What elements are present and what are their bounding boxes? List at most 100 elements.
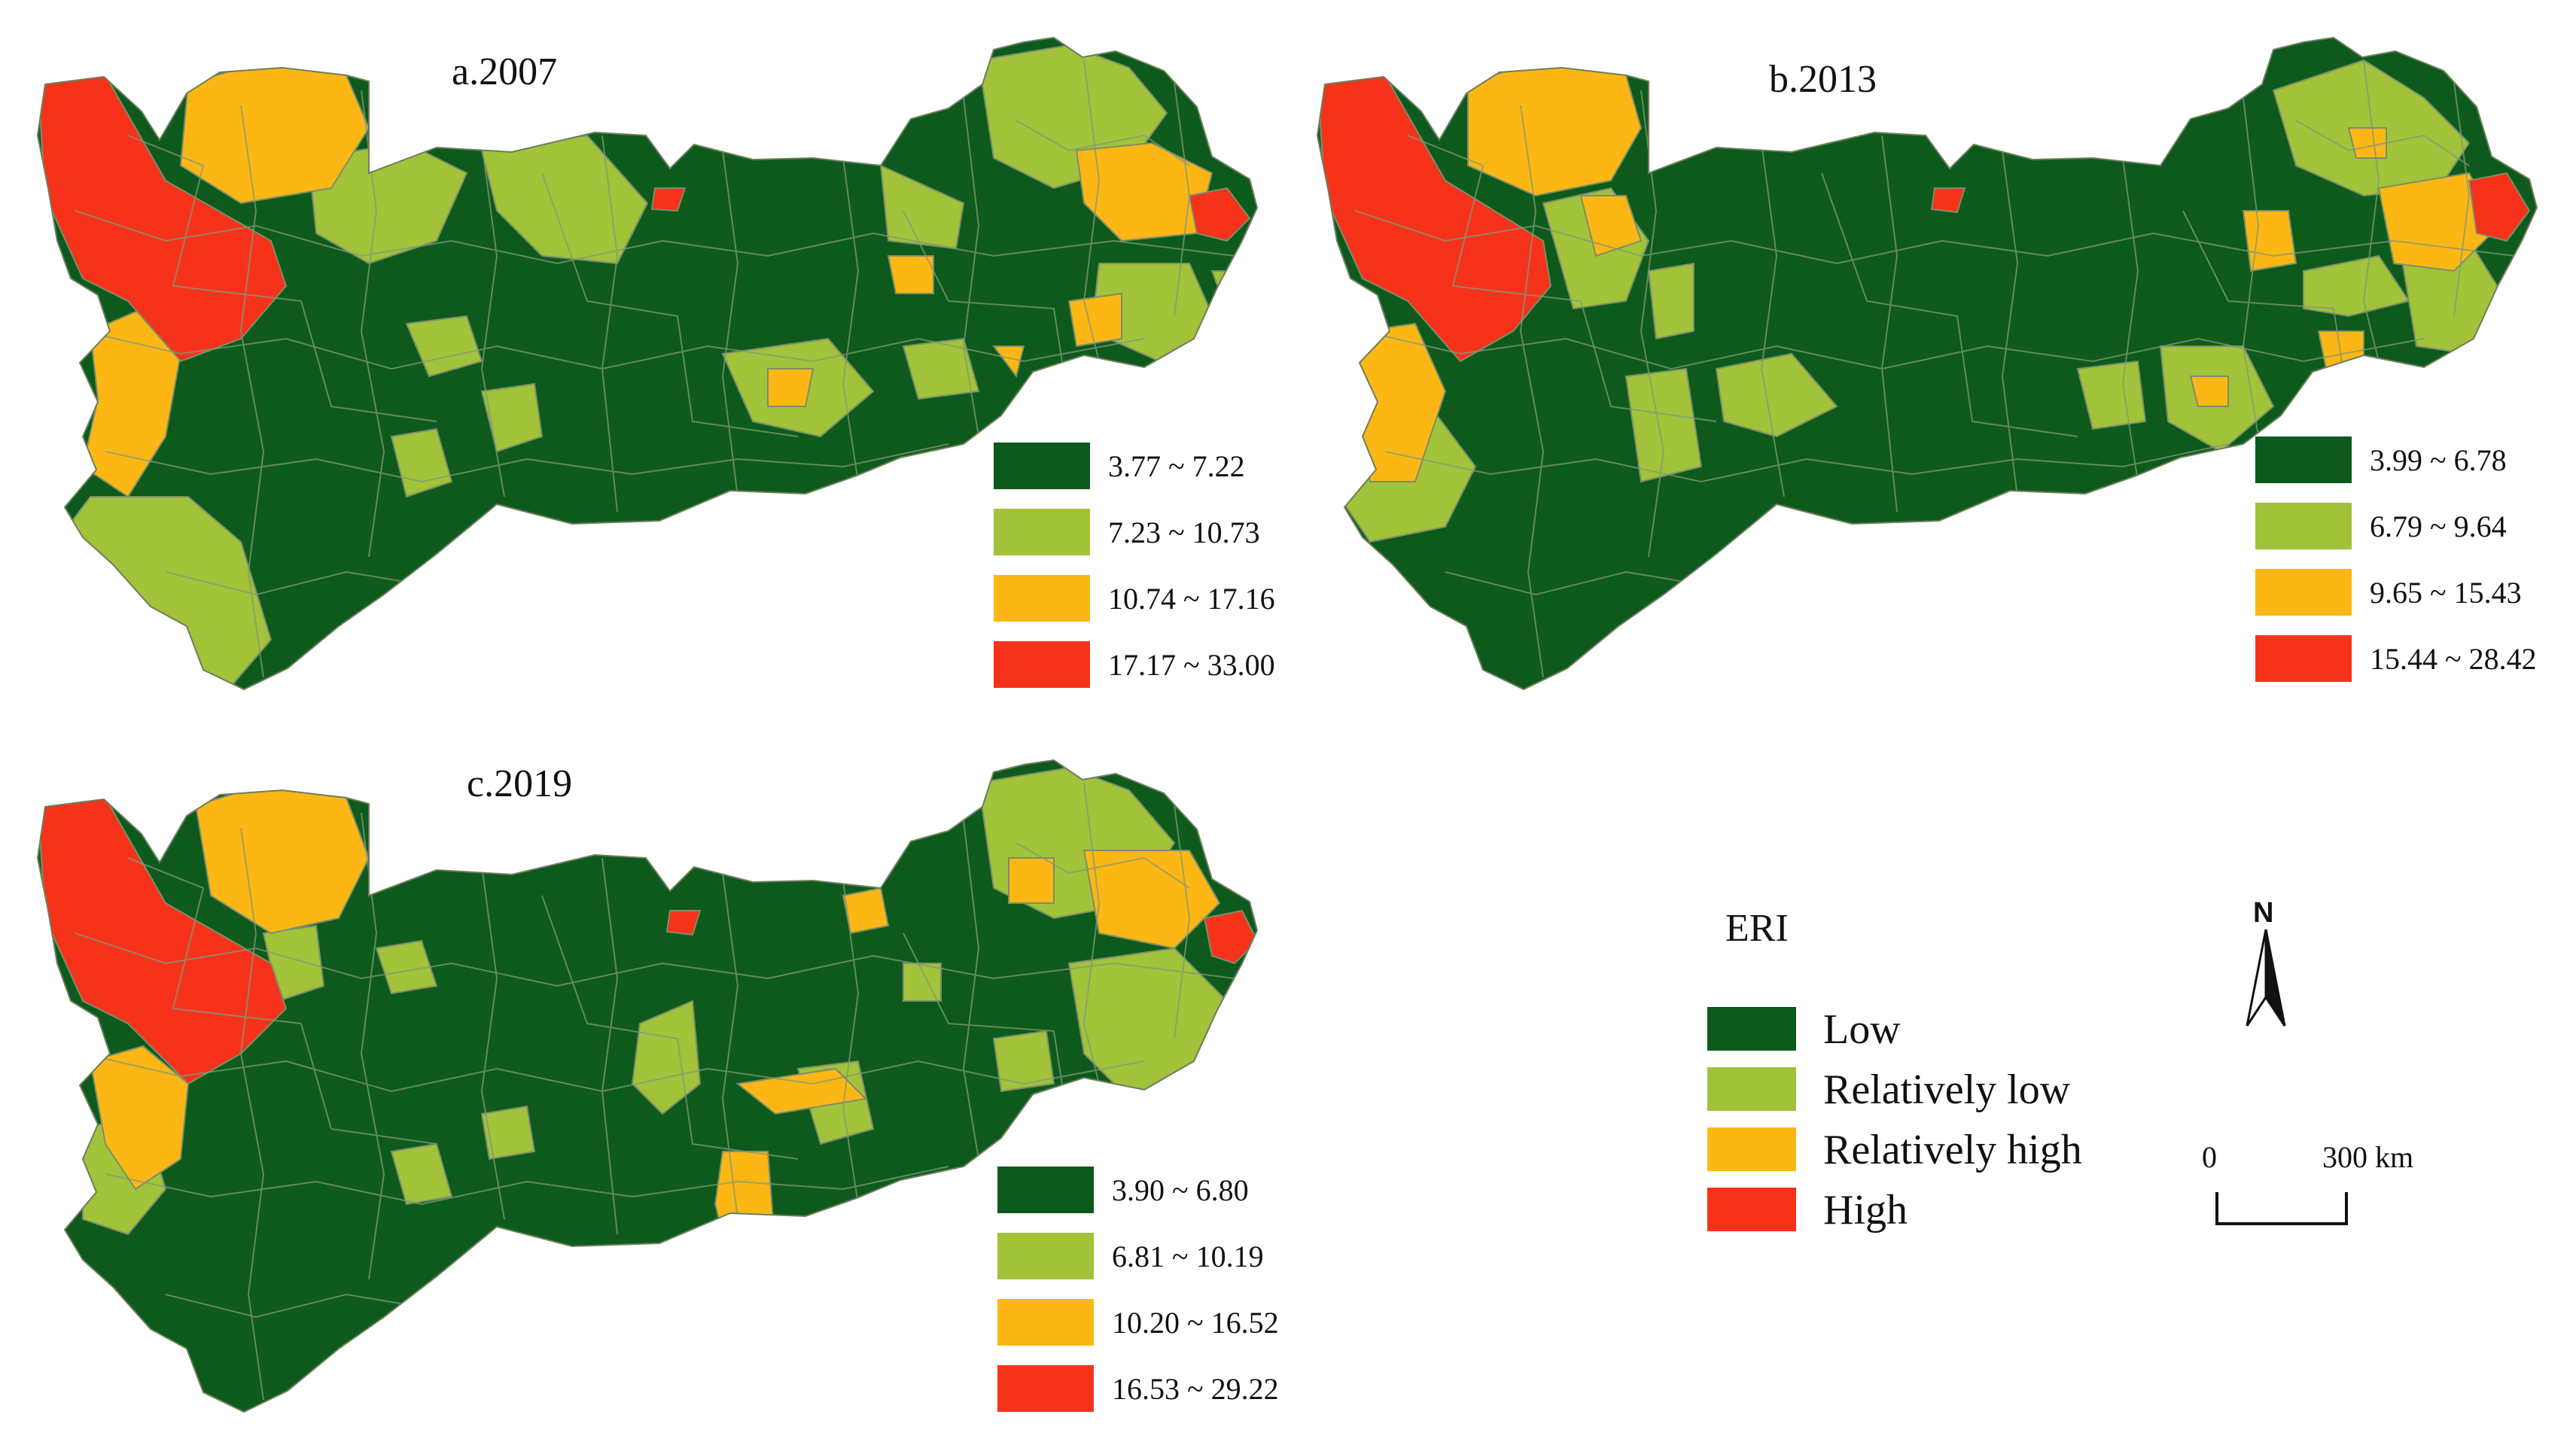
legend-item-relatively-high: Relatively high xyxy=(1707,1127,2174,1173)
class-row: 9.65 ~ 15.43 xyxy=(2255,569,2576,616)
panel-title: b.2013 xyxy=(1769,58,1877,101)
scale-bar: 0 300 km xyxy=(2202,1142,2443,1240)
region-relatively-low xyxy=(2303,254,2410,318)
region-relatively-high xyxy=(1579,195,1643,257)
class-range-label: 3.77 ~ 7.22 xyxy=(1108,449,1245,483)
legend-swatch xyxy=(1707,1067,1796,1111)
class-range-label: 10.74 ~ 17.16 xyxy=(1108,582,1275,616)
class-swatch xyxy=(997,1299,1094,1346)
class-swatch xyxy=(994,575,1090,622)
region-relatively-low xyxy=(2076,360,2147,430)
class-range-label: 15.44 ~ 28.42 xyxy=(2370,642,2537,676)
map-2007 xyxy=(37,37,1258,690)
region-relatively-high xyxy=(767,368,815,407)
legend-item-low: Low xyxy=(1707,1007,2174,1052)
region-relatively-low xyxy=(1715,352,1838,438)
class-row: 10.20 ~ 16.52 xyxy=(997,1299,1344,1346)
legend-swatch xyxy=(1707,1127,1796,1171)
region-relatively-low xyxy=(902,337,980,400)
region-relatively-high xyxy=(2242,210,2297,272)
class-row: 6.81 ~ 10.19 xyxy=(997,1233,1344,1279)
legend-label: Relatively low xyxy=(1823,1066,2071,1113)
region-relatively-low xyxy=(390,1142,453,1206)
north-arrow-icon xyxy=(2246,929,2286,1027)
region-high xyxy=(2468,172,2531,242)
class-row: 16.53 ~ 29.22 xyxy=(997,1365,1344,1412)
class-range-label: 3.99 ~ 6.78 xyxy=(2370,443,2507,477)
class-range-label: 17.17 ~ 33.00 xyxy=(1108,648,1275,682)
region-high xyxy=(1188,187,1251,242)
class-swatch xyxy=(997,1365,1094,1412)
region-relatively-low xyxy=(480,382,544,453)
class-row: 6.79 ~ 9.64 xyxy=(2255,503,2576,549)
class-swatch xyxy=(994,509,1090,555)
region-relatively-low xyxy=(1624,367,1703,483)
region-high xyxy=(650,187,687,212)
region-relatively-high xyxy=(714,1151,777,1266)
region-high xyxy=(1317,75,1552,363)
region-high xyxy=(1930,187,1966,214)
region-relatively-low xyxy=(375,939,438,995)
map-panel-2013: b.2013 3.99 ~ 6.78 6.79 ~ 9.64 9.65 ~ 15… xyxy=(1295,15,2574,707)
legend-title: ERI xyxy=(1725,907,1789,950)
legend-swatch xyxy=(1707,1007,1796,1051)
high-regions-2007 xyxy=(38,75,1251,363)
region-relatively-high xyxy=(992,345,1025,379)
legend-swatch xyxy=(1707,1188,1796,1231)
region-relatively-low xyxy=(480,1105,536,1161)
class-swatch xyxy=(997,1167,1094,1213)
region-high xyxy=(38,75,288,363)
region-relatively-high xyxy=(887,255,934,294)
region-relatively-low xyxy=(903,963,942,1002)
class-row: 3.99 ~ 6.78 xyxy=(2255,437,2576,483)
legend-item-high: High xyxy=(1707,1188,2174,1233)
class-row: 7.23 ~ 10.73 xyxy=(994,509,1340,555)
region-relatively-low xyxy=(1210,270,1257,333)
class-swatch xyxy=(2255,569,2352,616)
class-swatch xyxy=(997,1233,1094,1279)
panel-title: c.2019 xyxy=(467,762,573,805)
legend-label: High xyxy=(1823,1187,1908,1234)
region-relatively-high xyxy=(2347,127,2387,159)
scale-start-label: 0 xyxy=(2202,1140,2217,1174)
region-relatively-low xyxy=(631,999,702,1115)
region-relatively-high xyxy=(1008,857,1055,904)
region-relatively-high xyxy=(89,1045,190,1191)
class-range-label: 3.90 ~ 6.80 xyxy=(1112,1173,1249,1207)
high-regions-2013 xyxy=(1317,75,2531,363)
high-regions-2019 xyxy=(38,797,1257,1085)
legend-item-relatively-low: Relatively low xyxy=(1707,1067,2174,1112)
map-panel-2007: a.2007 3.77 ~ 7.22 7.23 ~ 10.73 10.74 ~ … xyxy=(15,15,1347,707)
class-row: 10.74 ~ 17.16 xyxy=(994,575,1340,622)
region-relatively-low xyxy=(992,1030,1055,1093)
legend-label: Low xyxy=(1823,1006,1901,1053)
class-swatch xyxy=(2255,437,2352,483)
class-row: 15.44 ~ 28.42 xyxy=(2255,635,2576,682)
panel-title: a.2007 xyxy=(452,50,558,93)
map-panel-2019: c.2019 3.90 ~ 6.80 6.81 ~ 10.19 10.20 ~ … xyxy=(15,738,1347,1437)
class-row: 17.17 ~ 33.00 xyxy=(994,641,1340,688)
scale-bar-line xyxy=(2215,1192,2348,1225)
class-range-label: 6.81 ~ 10.19 xyxy=(1112,1240,1264,1273)
region-relatively-low xyxy=(1647,262,1694,340)
class-range-label: 9.65 ~ 15.43 xyxy=(2370,576,2522,610)
relatively-low-regions-2007 xyxy=(66,44,1257,689)
class-row: 3.77 ~ 7.22 xyxy=(994,443,1340,489)
class-range-label: 10.20 ~ 16.52 xyxy=(1112,1306,1279,1340)
north-label: N xyxy=(2253,897,2274,929)
region-relatively-high xyxy=(2189,376,2229,407)
class-range-label: 6.79 ~ 9.64 xyxy=(2370,510,2507,543)
region-high xyxy=(1203,909,1257,965)
class-swatch xyxy=(994,443,1090,489)
class-row: 3.90 ~ 6.80 xyxy=(997,1167,1344,1213)
class-swatch xyxy=(994,641,1090,688)
class-range-label: 16.53 ~ 29.22 xyxy=(1112,1372,1279,1406)
map-2013 xyxy=(1317,37,2538,690)
region-high xyxy=(665,910,702,936)
legend-label: Relatively high xyxy=(1823,1127,2082,1173)
class-swatch xyxy=(2255,503,2352,549)
region-relatively-high xyxy=(1067,292,1122,348)
class-swatch xyxy=(2255,635,2352,682)
class-range-label: 7.23 ~ 10.73 xyxy=(1108,516,1260,549)
map-2019 xyxy=(37,759,1258,1413)
